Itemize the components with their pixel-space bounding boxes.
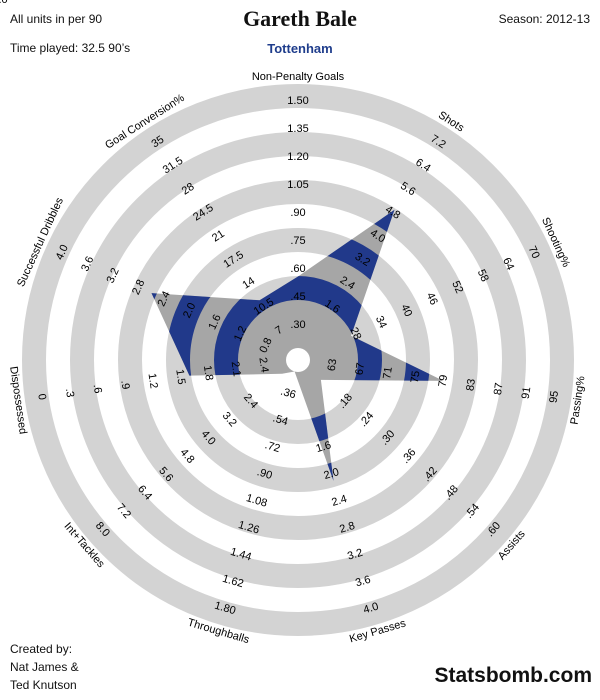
tick-label: 28 bbox=[347, 326, 363, 342]
tick-label: .90 bbox=[290, 207, 305, 219]
tick-label: .30 bbox=[290, 319, 305, 331]
tick-label: 2.8 bbox=[338, 520, 356, 536]
tick-label: 2.4 bbox=[256, 357, 270, 374]
tick-label: 3.2 bbox=[346, 547, 364, 563]
tick-label: 58 bbox=[475, 268, 491, 284]
radar-ring bbox=[118, 180, 478, 540]
tick-label: 0.8 bbox=[257, 336, 274, 355]
brand-logo-text: Statsbomb.com bbox=[434, 664, 592, 687]
tick-label: 1.6 bbox=[206, 313, 223, 332]
tick-label: 8.0 bbox=[0, 0, 8, 6]
tick-label: 4.0 bbox=[362, 600, 380, 616]
tick-label: 40 bbox=[398, 302, 414, 318]
tick-label: 87 bbox=[492, 382, 506, 396]
tick-label: 1.20 bbox=[287, 151, 308, 163]
credit-block: Created by: Nat James & Ted Knutson bbox=[10, 640, 79, 694]
tick-label: 3.6 bbox=[354, 574, 372, 590]
tick-label: .60 bbox=[290, 263, 305, 275]
tick-label: 2.0 bbox=[181, 301, 198, 320]
tick-label: 1.26 bbox=[237, 519, 261, 537]
tick-label: .9 bbox=[118, 379, 131, 390]
tick-label: 7 bbox=[273, 324, 285, 337]
tick-label: 1.08 bbox=[245, 492, 269, 510]
tick-label: 1.6 bbox=[315, 439, 333, 455]
tick-label: 0 bbox=[35, 393, 48, 401]
tick-label: 34 bbox=[373, 314, 389, 330]
tick-label: 71 bbox=[381, 366, 395, 380]
time-played: Time played: 32.5 90’s bbox=[10, 41, 131, 55]
tick-label: .6 bbox=[91, 383, 104, 394]
tick-label: 52 bbox=[449, 279, 465, 295]
team-name: Tottenham bbox=[267, 41, 333, 56]
tick-label: 14 bbox=[240, 275, 257, 292]
tick-label: 1.05 bbox=[287, 179, 308, 191]
tick-label: 1.62 bbox=[221, 573, 245, 591]
tick-label: .72 bbox=[263, 439, 281, 455]
radar-ring bbox=[166, 228, 430, 492]
tick-label: 1.80 bbox=[213, 600, 237, 618]
tick-label: 1.44 bbox=[229, 546, 253, 564]
tick-label: 75 bbox=[409, 370, 423, 384]
center-hole bbox=[286, 348, 310, 372]
units-note: All units in per 90 bbox=[10, 12, 103, 26]
tick-label: 2.4 bbox=[330, 493, 348, 509]
tick-label: .75 bbox=[290, 235, 305, 247]
tick-label: 3.2 bbox=[105, 266, 122, 285]
tick-label: 70 bbox=[526, 244, 542, 260]
tick-label: 3.6 bbox=[79, 255, 96, 274]
tick-label: .54 bbox=[271, 412, 289, 428]
tick-label: 1.8 bbox=[201, 365, 215, 382]
player-name: Gareth Bale bbox=[243, 6, 357, 31]
author-1: Nat James & bbox=[10, 660, 79, 674]
tick-label: 2.8 bbox=[130, 278, 147, 297]
created-by-label: Created by: bbox=[10, 642, 73, 656]
tick-label: .3 bbox=[63, 387, 76, 398]
tick-label: 1.5 bbox=[173, 368, 187, 385]
tick-label: 35 bbox=[150, 134, 167, 151]
tick-label: 91 bbox=[520, 386, 534, 400]
radar-ring bbox=[70, 132, 526, 588]
tick-label: 63 bbox=[326, 358, 340, 372]
tick-label: 2.4 bbox=[156, 289, 173, 308]
tick-label: 79 bbox=[437, 374, 451, 388]
tick-label: .90 bbox=[255, 466, 273, 482]
tick-label: .45 bbox=[290, 291, 305, 303]
tick-label: 1.2 bbox=[146, 372, 160, 389]
tick-label: 46 bbox=[424, 291, 440, 307]
axis-label: Non-Penalty Goals bbox=[252, 71, 345, 83]
tick-label: 1.35 bbox=[287, 123, 308, 135]
tick-label: 2.1 bbox=[229, 361, 243, 378]
tick-label: 4.0 bbox=[54, 243, 71, 262]
tick-label: 67 bbox=[353, 362, 367, 376]
tick-label: .36 bbox=[279, 386, 297, 402]
tick-label: 95 bbox=[547, 390, 561, 404]
tick-label: 1.50 bbox=[287, 95, 308, 107]
tick-label: 64 bbox=[500, 256, 516, 272]
season-label: Season: 2012-13 bbox=[498, 12, 590, 26]
author-2: Ted Knutson bbox=[10, 678, 77, 692]
tick-label: 21 bbox=[210, 228, 227, 245]
tick-label: 83 bbox=[464, 378, 478, 392]
tick-label: 28 bbox=[180, 181, 197, 198]
tick-label: 2.0 bbox=[322, 466, 340, 482]
tick-label: 1.2 bbox=[232, 324, 249, 343]
radar-ring bbox=[22, 84, 574, 636]
